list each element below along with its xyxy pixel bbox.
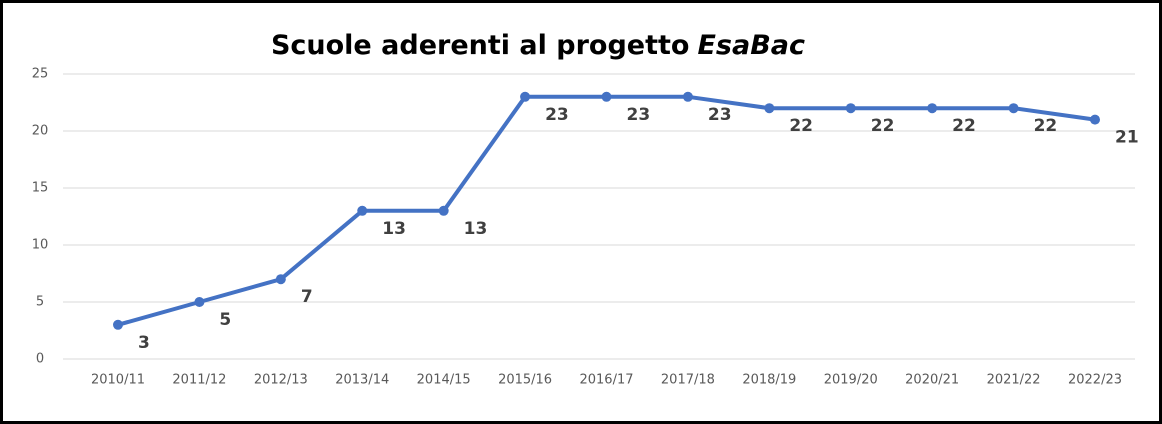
y-tick-label: 5 bbox=[36, 295, 44, 310]
y-tick-label: 0 bbox=[36, 352, 44, 367]
data-point bbox=[845, 103, 856, 114]
data-label: 23 bbox=[545, 105, 569, 125]
data-point bbox=[682, 91, 693, 102]
x-tick-label: 2019/20 bbox=[824, 373, 878, 388]
data-point bbox=[275, 274, 286, 285]
data-label: 23 bbox=[708, 105, 732, 125]
data-point bbox=[520, 91, 531, 102]
x-tick-label: 2014/15 bbox=[417, 373, 471, 388]
x-tick-label: 2011/12 bbox=[172, 373, 226, 388]
chart-title: Scuole aderenti al progetto EsaBac bbox=[271, 30, 805, 61]
data-point bbox=[1008, 103, 1019, 114]
x-tick-label: 2016/17 bbox=[579, 373, 633, 388]
data-point bbox=[927, 103, 938, 114]
x-tick-label: 2013/14 bbox=[335, 373, 389, 388]
y-tick-label: 25 bbox=[32, 67, 49, 82]
data-point bbox=[357, 205, 368, 216]
y-tick-label: 10 bbox=[32, 238, 49, 253]
x-tick-label: 2017/18 bbox=[661, 373, 715, 388]
x-tick-label: 2022/23 bbox=[1068, 373, 1122, 388]
x-tick-label: 2010/11 bbox=[91, 373, 145, 388]
data-label: 7 bbox=[301, 287, 313, 307]
y-tick-label: 15 bbox=[32, 181, 49, 196]
title-text: Scuole aderenti al progetto bbox=[271, 30, 690, 61]
data-point bbox=[113, 319, 123, 330]
x-tick-label: 2015/16 bbox=[498, 373, 552, 388]
data-point bbox=[194, 297, 205, 307]
data-label: 13 bbox=[382, 219, 406, 239]
data-label: 5 bbox=[219, 310, 231, 330]
data-label: 22 bbox=[1034, 116, 1058, 136]
x-tick-label: 2012/13 bbox=[254, 373, 308, 388]
data-label: 23 bbox=[627, 105, 651, 125]
data-point bbox=[1090, 114, 1100, 125]
data-point bbox=[438, 205, 449, 216]
data-label: 22 bbox=[871, 116, 895, 136]
x-tick-label: 2020/21 bbox=[905, 373, 959, 388]
data-point bbox=[764, 103, 775, 114]
data-label: 22 bbox=[952, 116, 976, 136]
title-italic: EsaBac bbox=[697, 30, 805, 61]
data-label: 13 bbox=[464, 219, 488, 239]
x-tick-label: 2021/22 bbox=[987, 373, 1041, 388]
x-tick-label: 2018/19 bbox=[742, 373, 796, 388]
data-label: 3 bbox=[138, 333, 150, 353]
data-label: 21 bbox=[1115, 128, 1139, 148]
data-point bbox=[601, 91, 612, 102]
y-tick-label: 20 bbox=[32, 124, 49, 139]
data-label: 22 bbox=[789, 116, 813, 136]
